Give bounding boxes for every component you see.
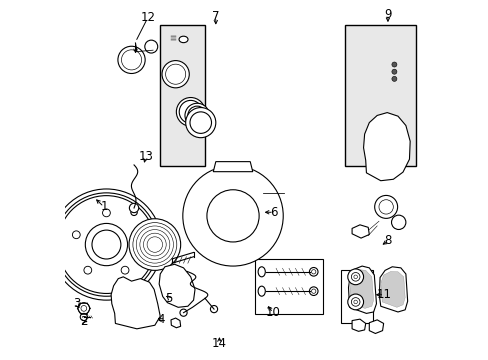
Circle shape <box>353 300 357 304</box>
Circle shape <box>143 233 166 256</box>
Polygon shape <box>171 318 180 328</box>
Circle shape <box>176 98 204 126</box>
Text: 6: 6 <box>269 206 277 219</box>
Polygon shape <box>213 162 252 172</box>
Circle shape <box>147 237 163 252</box>
Circle shape <box>180 309 187 316</box>
Circle shape <box>85 224 127 266</box>
Circle shape <box>311 289 315 293</box>
Text: 9: 9 <box>384 8 391 21</box>
Circle shape <box>58 195 155 293</box>
Polygon shape <box>351 319 365 331</box>
Text: 13: 13 <box>138 150 153 163</box>
Circle shape <box>378 200 392 214</box>
Circle shape <box>102 209 110 217</box>
Circle shape <box>92 230 121 259</box>
Ellipse shape <box>258 286 265 296</box>
Circle shape <box>165 64 185 84</box>
Circle shape <box>129 203 139 213</box>
Circle shape <box>55 193 158 296</box>
Circle shape <box>187 106 206 125</box>
Circle shape <box>391 215 405 229</box>
Circle shape <box>121 266 129 274</box>
Circle shape <box>311 270 315 274</box>
Circle shape <box>347 294 363 310</box>
Circle shape <box>184 103 209 128</box>
Circle shape <box>309 287 317 296</box>
Circle shape <box>347 269 363 285</box>
Circle shape <box>84 266 92 274</box>
Circle shape <box>140 230 169 260</box>
Circle shape <box>185 108 215 138</box>
Circle shape <box>118 46 145 73</box>
Circle shape <box>81 306 86 311</box>
Bar <box>341 270 372 323</box>
Polygon shape <box>348 266 376 314</box>
Polygon shape <box>351 225 368 238</box>
Bar <box>344 25 415 166</box>
Polygon shape <box>159 264 195 307</box>
Circle shape <box>353 275 357 279</box>
Text: 11: 11 <box>376 288 391 301</box>
Circle shape <box>144 40 158 53</box>
Ellipse shape <box>190 105 198 120</box>
Circle shape <box>121 50 142 70</box>
Text: 1: 1 <box>100 201 107 213</box>
Text: 4: 4 <box>157 313 165 327</box>
Bar <box>254 259 323 315</box>
Text: 7: 7 <box>212 10 219 23</box>
Circle shape <box>129 219 180 270</box>
Polygon shape <box>368 320 383 333</box>
Circle shape <box>179 100 202 123</box>
Circle shape <box>136 226 173 263</box>
Circle shape <box>351 273 359 281</box>
Text: 12: 12 <box>140 12 155 24</box>
Text: 14: 14 <box>211 337 226 350</box>
Circle shape <box>51 189 162 300</box>
Text: 2: 2 <box>80 315 87 328</box>
Polygon shape <box>111 277 160 329</box>
Ellipse shape <box>179 36 187 42</box>
Circle shape <box>309 267 317 276</box>
Circle shape <box>351 298 359 306</box>
Circle shape <box>210 306 217 313</box>
Polygon shape <box>363 113 409 181</box>
Circle shape <box>80 314 87 320</box>
Circle shape <box>132 231 140 239</box>
Polygon shape <box>380 271 405 307</box>
Circle shape <box>391 76 396 81</box>
Circle shape <box>374 195 397 219</box>
Circle shape <box>391 62 396 67</box>
Circle shape <box>78 303 89 314</box>
Circle shape <box>391 69 396 74</box>
Circle shape <box>162 60 189 88</box>
Text: 10: 10 <box>265 306 280 319</box>
Circle shape <box>206 190 259 242</box>
Ellipse shape <box>258 267 265 277</box>
Text: 5: 5 <box>165 292 173 305</box>
Polygon shape <box>379 267 407 312</box>
Polygon shape <box>349 270 373 309</box>
Circle shape <box>190 112 211 134</box>
Circle shape <box>133 222 177 266</box>
Text: 8: 8 <box>384 234 391 247</box>
Bar <box>160 25 204 166</box>
Circle shape <box>183 166 283 266</box>
Text: 3: 3 <box>73 297 80 310</box>
Circle shape <box>72 231 80 239</box>
